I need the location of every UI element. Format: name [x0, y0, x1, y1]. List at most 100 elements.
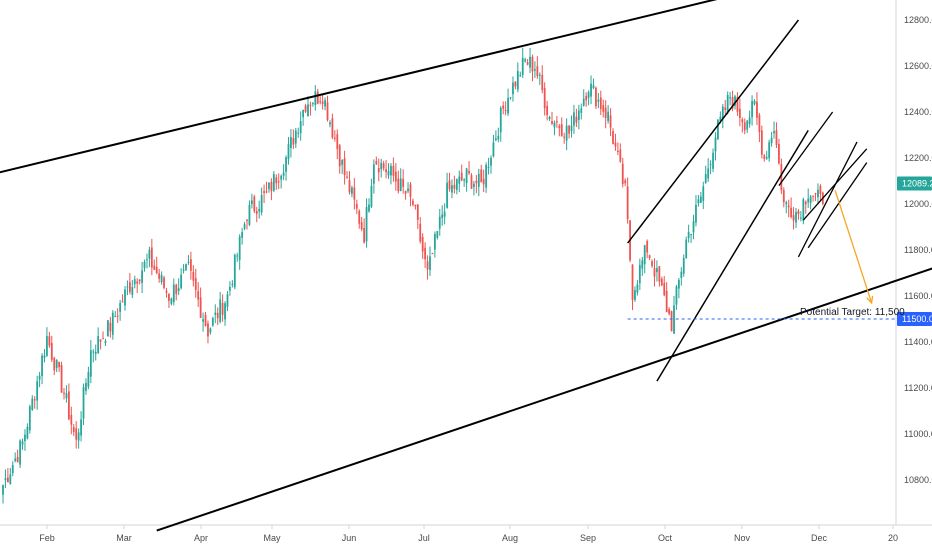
- target-price-badge: 11500.0: [897, 312, 932, 326]
- candle-down: [309, 104, 312, 106]
- candle-down: [397, 178, 400, 192]
- candle-up: [692, 221, 695, 233]
- candle-down: [353, 187, 356, 200]
- candle-down: [163, 277, 165, 288]
- candle-up: [748, 117, 751, 125]
- candle-down: [75, 428, 78, 440]
- candle-up: [477, 173, 480, 187]
- candle-up: [521, 57, 524, 75]
- candle-up: [490, 157, 492, 166]
- candle-down: [475, 180, 478, 184]
- candle-up: [43, 355, 46, 358]
- candle-up: [365, 207, 368, 242]
- candle-up: [241, 232, 244, 238]
- candle-up: [370, 185, 373, 207]
- candle-up: [329, 122, 331, 125]
- candle-up: [473, 183, 475, 188]
- candle-up: [141, 270, 143, 283]
- candle-down: [33, 399, 36, 401]
- candle-down: [165, 290, 168, 293]
- candle-down: [168, 294, 170, 301]
- candle-down: [109, 322, 112, 332]
- candle-up: [285, 157, 287, 172]
- candle-up: [82, 387, 85, 419]
- candle-up: [233, 254, 236, 288]
- candle-up: [133, 279, 136, 285]
- candle-up: [248, 204, 251, 225]
- candle-up: [773, 131, 775, 134]
- candle-up: [534, 69, 536, 71]
- candle-up: [702, 186, 705, 201]
- candle-down: [780, 164, 783, 191]
- candle-up: [36, 381, 39, 401]
- candle-up: [487, 166, 490, 168]
- candle-down: [812, 195, 814, 197]
- candle-down: [599, 97, 602, 110]
- candle-up: [509, 97, 512, 99]
- candle-up: [9, 474, 12, 484]
- candle-up: [446, 182, 448, 208]
- candle-up: [433, 234, 436, 250]
- candle-down: [412, 200, 414, 205]
- candle-down: [551, 121, 553, 124]
- candle-up: [85, 382, 87, 391]
- candle-down: [787, 205, 790, 208]
- candle-down: [626, 186, 629, 220]
- candle-up: [577, 110, 580, 121]
- candle-up: [638, 264, 641, 284]
- candle-down: [568, 125, 570, 134]
- inner-channel-upper-line: [627, 19, 800, 244]
- candle-up: [695, 204, 697, 223]
- candle-up: [451, 185, 453, 193]
- candle-down: [197, 291, 200, 300]
- y-tick-label: 12400.0: [904, 107, 932, 117]
- candle-down: [72, 427, 75, 433]
- candle-up: [314, 91, 317, 106]
- y-axis: 12800.0 12600.0 12400.0 12200.0 12000.0 11800…: [904, 15, 932, 485]
- candle-down: [543, 88, 546, 109]
- candle-up: [548, 116, 551, 120]
- candle-down: [595, 87, 597, 107]
- candle-up: [387, 170, 390, 176]
- candle-up: [185, 264, 187, 270]
- candle-down: [480, 169, 483, 183]
- mini-channel-lower-line: [807, 162, 868, 249]
- x-tick-label: Feb: [39, 533, 55, 543]
- candle-up: [2, 484, 4, 495]
- candle-down: [158, 273, 161, 279]
- candle-down: [375, 161, 378, 165]
- candle-down: [207, 323, 209, 337]
- candle-down: [99, 339, 102, 342]
- candle-up: [21, 441, 24, 445]
- candle-up: [290, 137, 292, 148]
- candle-down: [646, 241, 649, 253]
- small-channel-upper-line: [778, 111, 834, 186]
- candle-down: [756, 101, 758, 118]
- candle-down: [346, 176, 348, 178]
- candle-down: [216, 312, 219, 319]
- x-tick-label: Nov: [734, 533, 751, 543]
- y-axis-border: [0, 0, 932, 526]
- candle-down: [558, 125, 561, 129]
- x-tick-label: Dec: [811, 533, 828, 543]
- candle-up: [287, 144, 290, 160]
- candle-down: [621, 163, 624, 185]
- candle-up: [607, 111, 610, 121]
- candle-up: [272, 174, 275, 191]
- candle-down: [778, 143, 780, 164]
- candle-up: [24, 434, 26, 442]
- candle-down: [736, 96, 739, 112]
- candle-up: [182, 269, 185, 271]
- candle-up: [455, 179, 458, 190]
- candle-down: [660, 278, 663, 286]
- y-tick-label: 12000.0: [904, 199, 932, 209]
- candle-up: [209, 328, 212, 333]
- candle-down: [724, 107, 727, 110]
- candle-up: [170, 298, 173, 304]
- x-tick-label: Mar: [116, 533, 132, 543]
- candle-up: [753, 100, 756, 105]
- candle-down: [670, 311, 673, 332]
- y-tick-label: 10800.0: [904, 475, 932, 485]
- candle-up: [324, 99, 326, 107]
